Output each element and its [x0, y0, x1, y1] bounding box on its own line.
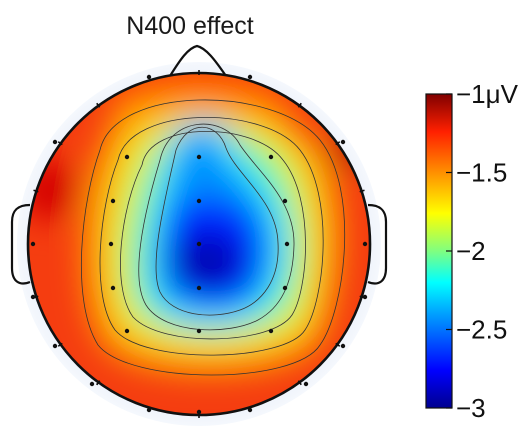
electrode-dot [30, 241, 36, 247]
left-ear [10, 203, 31, 285]
electrode-dot [268, 154, 274, 160]
contour-lines [81, 99, 346, 376]
electrode-dot [362, 241, 368, 247]
electrode-dot [303, 381, 309, 387]
electrode-dot [284, 241, 290, 247]
electrode-dot [340, 139, 346, 145]
perimeter-tick [33, 189, 39, 193]
colorbar-ticks: −1μV −1.5 −2 −2.5 −3 [446, 79, 519, 423]
right-ear [367, 203, 388, 285]
figure-title: N400 effect [126, 12, 253, 40]
perimeter-tick [57, 342, 63, 347]
perimeter-tick [335, 342, 341, 347]
electrode-dot [89, 381, 95, 387]
perimeter-tick [96, 102, 101, 108]
perimeter-tick [335, 141, 341, 146]
electrode-dot [196, 154, 202, 160]
electrode-dot [196, 241, 202, 247]
electrode-dot [196, 409, 202, 415]
perimeter-ticks [33, 70, 365, 418]
colorbar-tick-label: −2.5 [456, 315, 507, 345]
perimeter-tick [297, 380, 302, 386]
electrode-dot [340, 343, 346, 349]
electrode-dot [196, 328, 202, 334]
electrode-dot [52, 343, 58, 349]
colorbar-tick-label: −3 [456, 393, 486, 423]
nose [169, 44, 227, 77]
electrode-markers [30, 74, 368, 415]
electrode-dot [124, 328, 130, 334]
electrode-dot [196, 285, 202, 291]
electrode-dot [247, 74, 253, 80]
electrode-dot [110, 285, 116, 291]
electrode-dot [146, 74, 152, 80]
colorbar-tick-label: −2 [456, 236, 486, 266]
electrode-dot [247, 407, 253, 413]
electrode-dot [362, 294, 368, 300]
perimeter-tick [297, 102, 302, 108]
perimeter-tick [96, 380, 101, 386]
electrode-dot [268, 328, 274, 334]
colorbar-tick-label: −1μV [456, 79, 519, 109]
electrode-dot [282, 198, 288, 204]
electrode-dot [30, 294, 36, 300]
electrode-dot [110, 198, 116, 204]
electrode-dot [108, 241, 114, 247]
electrode-dot [196, 198, 202, 204]
colorbar-tick-label: −1.5 [456, 158, 507, 188]
electrode-dot [146, 407, 152, 413]
electrode-dot [52, 139, 58, 145]
perimeter-tick [57, 141, 63, 146]
electrode-dot [124, 154, 130, 160]
electrode-dot [282, 285, 288, 291]
scalp-map [28, 73, 370, 415]
perimeter-tick [359, 189, 365, 193]
